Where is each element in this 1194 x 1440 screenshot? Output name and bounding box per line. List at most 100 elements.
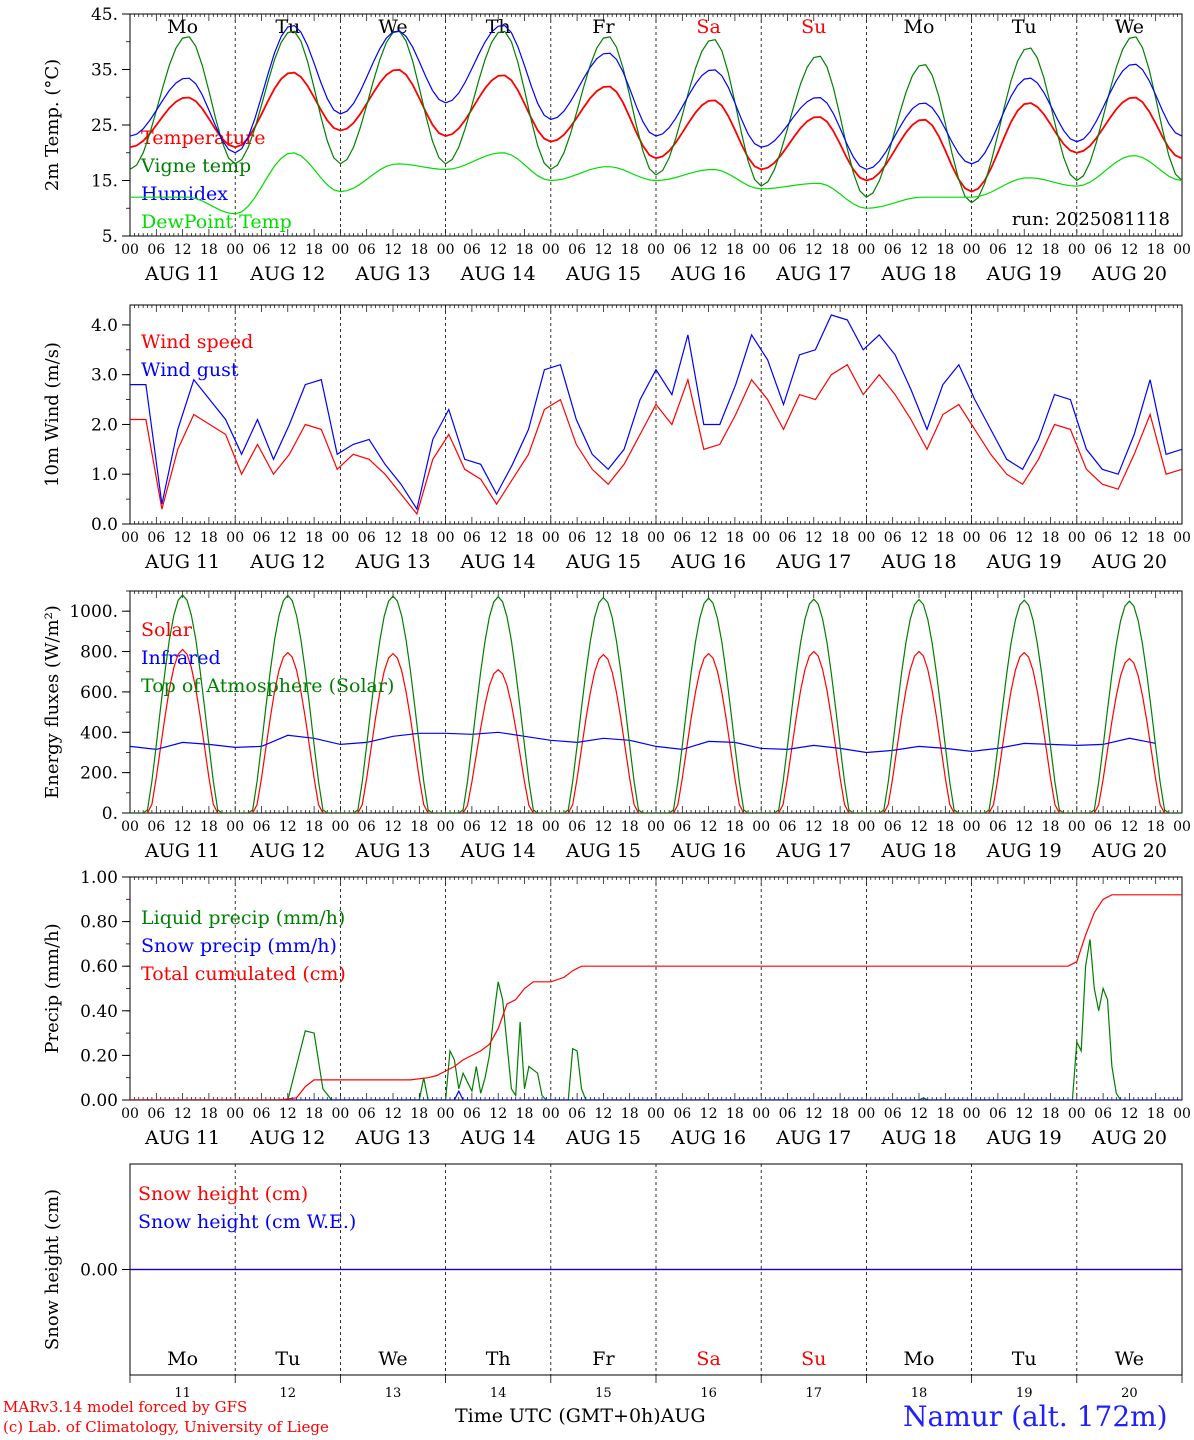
date-label: AUG 12 — [249, 1127, 325, 1149]
hour-label: 00 — [437, 819, 455, 835]
series-line-temperature — [130, 68, 1182, 193]
hour-label: 00 — [1068, 1106, 1086, 1122]
y-tick-label: 1.0 — [91, 465, 118, 485]
hour-label: 12 — [910, 242, 928, 258]
panel-5: 11 12 13 14 15 16 17 18 19 20 0.00 Snow height (cm)… — [42, 1163, 1183, 1400]
hour-label: 12 — [279, 530, 297, 546]
hour-label: 12 — [594, 819, 612, 835]
hour-label: 06 — [779, 530, 797, 546]
hour-label: 06 — [989, 819, 1007, 835]
hour-label: 12 — [1120, 242, 1138, 258]
day-name: Tu — [1012, 16, 1037, 38]
hour-label: 12 — [279, 819, 297, 835]
date-label: AUG 12 — [249, 263, 325, 285]
y-tick-label: 4.0 — [91, 316, 118, 336]
legend-entry: Humidex — [141, 183, 228, 205]
hour-label: 00 — [1173, 819, 1191, 835]
hour-label: 18 — [726, 530, 744, 546]
hour-label: 00 — [1173, 1106, 1191, 1122]
hour-label: 00 — [331, 1106, 349, 1122]
date-label: AUG 19 — [986, 263, 1062, 285]
hour-label: 18 — [831, 819, 849, 835]
date-label: AUG 18 — [880, 1127, 956, 1149]
hour-label: 18 — [410, 819, 428, 835]
hour-label: 12 — [489, 242, 507, 258]
hour-label: 00 — [647, 530, 665, 546]
hour-label: 12 — [1120, 530, 1138, 546]
date-label: AUG 16 — [670, 263, 746, 285]
hour-label: 06 — [147, 819, 165, 835]
hour-label: 12 — [174, 1106, 192, 1122]
hour-label: 00 — [121, 819, 139, 835]
hour-label: 06 — [989, 530, 1007, 546]
y-axis-label: Snow height (cm) — [42, 1189, 63, 1350]
hour-label: 18 — [1042, 530, 1060, 546]
hour-label: 12 — [594, 1106, 612, 1122]
hour-label: 18 — [200, 530, 218, 546]
date-number: 11 — [174, 1386, 191, 1400]
hour-label: 12 — [384, 530, 402, 546]
date-label: AUG 16 — [670, 840, 746, 862]
date-label: AUG 11 — [144, 1127, 220, 1149]
date-number: 14 — [490, 1386, 507, 1400]
hour-label: 06 — [568, 242, 586, 258]
y-tick-label: 5. — [102, 227, 118, 247]
meteogram: 00 06 12 18 00 06 12 18 00 06 12 18 00 06 12 18 00 06 12 18… — [42, 5, 1191, 1400]
y-tick-label: 600. — [80, 683, 118, 703]
hour-label: 06 — [568, 819, 586, 835]
hour-label: 18 — [831, 242, 849, 258]
hour-label: 18 — [831, 1106, 849, 1122]
hour-label: 12 — [384, 819, 402, 835]
hour-label: 12 — [1120, 1106, 1138, 1122]
hour-label: 18 — [726, 819, 744, 835]
hour-label: 12 — [279, 1106, 297, 1122]
y-tick-label: 0.80 — [80, 913, 118, 933]
date-label: AUG 19 — [986, 551, 1062, 573]
date-label: AUG 15 — [565, 840, 641, 862]
hour-label: 18 — [516, 1106, 534, 1122]
hour-label: 18 — [305, 530, 323, 546]
hour-label: 06 — [884, 242, 902, 258]
legend-entry: Top of Atmosphere (Solar) — [141, 675, 394, 697]
date-label: AUG 18 — [880, 551, 956, 573]
hour-label: 00 — [647, 1106, 665, 1122]
legend-entry: Vigne temp — [140, 155, 251, 177]
hour-label: 12 — [594, 242, 612, 258]
hour-label: 18 — [936, 530, 954, 546]
legend-entry: DewPoint Temp — [141, 211, 292, 233]
legend-entry: Wind gust — [141, 359, 239, 381]
day-name: Tu — [275, 1348, 300, 1370]
hour-label: 06 — [147, 1106, 165, 1122]
hour-label: 12 — [489, 1106, 507, 1122]
date-number: 15 — [595, 1386, 612, 1400]
y-axis-label: 10m Wind (m/s) — [42, 342, 63, 487]
day-name: Fr — [592, 16, 615, 38]
hour-label: 00 — [542, 530, 560, 546]
date-number: 17 — [806, 1386, 823, 1400]
day-name: Sa — [696, 16, 720, 38]
date-label: AUG 14 — [460, 551, 536, 573]
hour-label: 06 — [463, 819, 481, 835]
day-name: We — [378, 1348, 407, 1370]
y-tick-label: 0.60 — [80, 957, 118, 977]
hour-label: 00 — [437, 242, 455, 258]
day-name: Mo — [167, 1348, 198, 1370]
panel-3: 00 06 12 18 00 06 12 18 00 06 12 18 00 06 12 18 00 06 12 18… — [42, 590, 1191, 862]
hour-label: 00 — [963, 819, 981, 835]
hour-label: 18 — [621, 530, 639, 546]
hour-label: 12 — [805, 242, 823, 258]
date-label: AUG 13 — [354, 551, 430, 573]
hour-label: 18 — [621, 1106, 639, 1122]
hour-label: 06 — [989, 1106, 1007, 1122]
series-line-top-of-atmosphere-solar- — [130, 594, 1182, 813]
hour-label: 12 — [700, 1106, 718, 1122]
hour-label: 06 — [884, 530, 902, 546]
hour-label: 18 — [1147, 242, 1165, 258]
hour-label: 06 — [779, 819, 797, 835]
y-axis-label: Precip (mm/h) — [42, 923, 63, 1053]
hour-label: 00 — [437, 530, 455, 546]
legend-entry: Total cumulated (cm) — [141, 963, 346, 985]
hour-label: 00 — [121, 530, 139, 546]
hour-label: 00 — [226, 530, 244, 546]
hour-label: 18 — [1042, 1106, 1060, 1122]
